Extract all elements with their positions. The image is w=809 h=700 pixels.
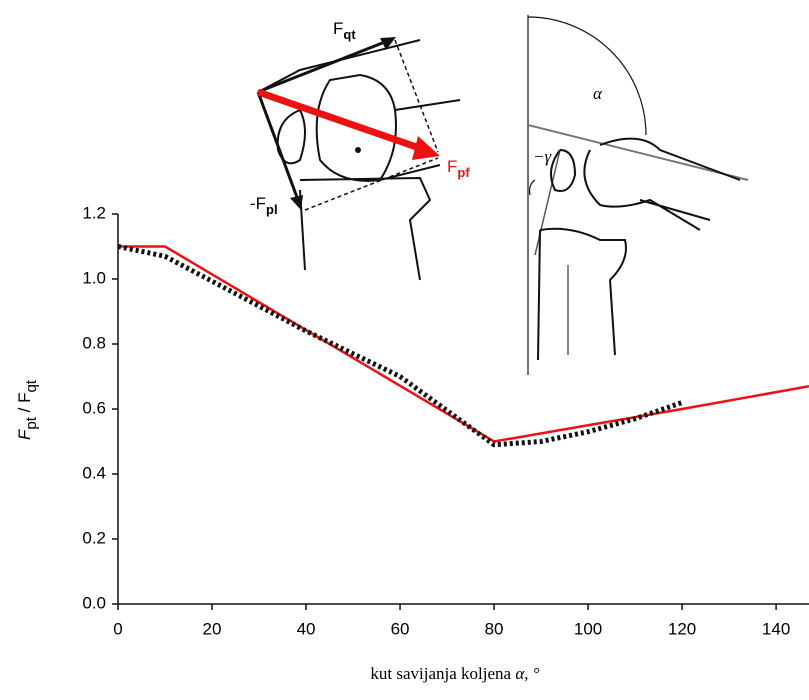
annotation: α <box>593 84 603 103</box>
y-tick-label: 0.8 <box>82 333 106 352</box>
y-tick-label: 0.0 <box>82 593 106 612</box>
x-tick-label: 80 <box>485 619 504 638</box>
knee-illustration-right: α −γ <box>527 15 749 375</box>
y-tick-label: 0.6 <box>82 398 106 417</box>
series-line <box>117 244 683 448</box>
x-tick-label: 40 <box>297 619 316 638</box>
annotation: −γ <box>533 147 552 166</box>
y-axis-label: Fpt / Fqt <box>15 379 39 440</box>
annotation: -Fpl <box>250 194 278 217</box>
annotation: Fqt <box>333 19 356 42</box>
y-tick-label: 0.4 <box>82 463 106 482</box>
x-axis-label: kut savijanja koljena α, ° <box>370 664 539 683</box>
annotation: Fpf <box>447 157 470 180</box>
y-tick-label: 1.0 <box>82 268 106 287</box>
knee-illustration-left: Fqt Fpf -Fpl <box>250 19 470 281</box>
x-tick-label: 0 <box>113 619 122 638</box>
x-tick-label: 120 <box>668 619 696 638</box>
x-tick-label: 100 <box>574 619 602 638</box>
series-line <box>118 245 809 443</box>
x-tick-label: 140 <box>762 619 790 638</box>
x-tick-label: 60 <box>391 619 410 638</box>
y-tick-label: 0.2 <box>82 528 106 547</box>
y-tick-label: 1.2 <box>82 203 106 222</box>
x-tick-label: 20 <box>203 619 222 638</box>
